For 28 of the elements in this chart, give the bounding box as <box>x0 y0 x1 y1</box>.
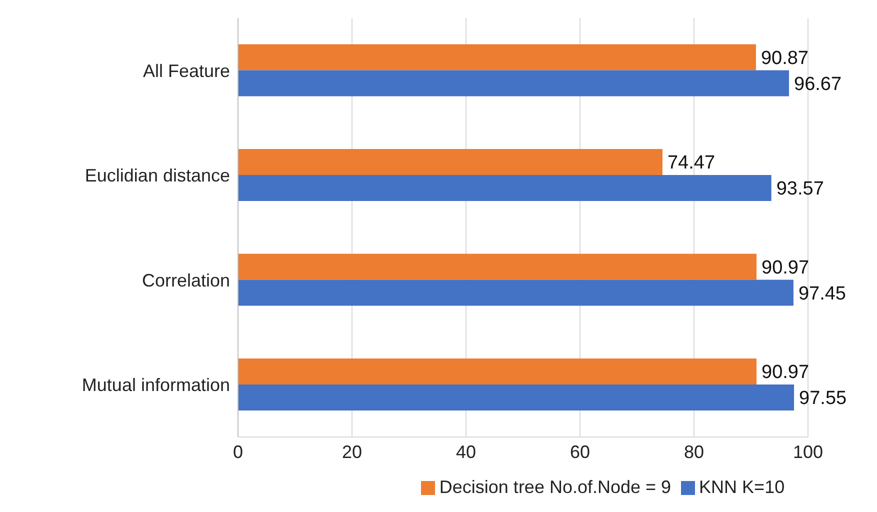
data-label: 96.67 <box>794 74 842 95</box>
data-label: 90.87 <box>760 48 809 69</box>
x-tick-label: 40 <box>456 442 476 462</box>
bar <box>238 174 772 201</box>
bar <box>238 254 757 280</box>
data-label: 93.57 <box>776 178 824 200</box>
bar <box>238 384 794 410</box>
y-tick-label: All Feature <box>142 60 230 81</box>
data-label: 97.55 <box>799 388 847 410</box>
data-label: 74.47 <box>667 152 716 174</box>
bar <box>238 358 757 384</box>
bar <box>238 70 790 96</box>
x-tick-label: 0 <box>232 442 244 462</box>
bar <box>238 44 756 70</box>
bar <box>238 280 794 306</box>
legend-label: KNN K=10 <box>699 477 785 497</box>
data-label: 90.97 <box>762 257 810 278</box>
data-label: 97.45 <box>798 283 846 304</box>
y-tick-label: Correlation <box>142 270 230 290</box>
bar <box>238 148 662 175</box>
y-tick-label: Mutual information <box>82 375 230 396</box>
legend-label: Decision tree No.of.Node = 9 <box>439 477 672 497</box>
x-tick-label: 80 <box>684 442 704 462</box>
x-tick-label: 20 <box>342 442 362 462</box>
data-label: 90.97 <box>762 362 810 384</box>
y-tick-label: Euclidian distance <box>84 166 230 186</box>
x-tick-label: 100 <box>792 442 824 462</box>
x-tick-label: 60 <box>570 442 590 462</box>
